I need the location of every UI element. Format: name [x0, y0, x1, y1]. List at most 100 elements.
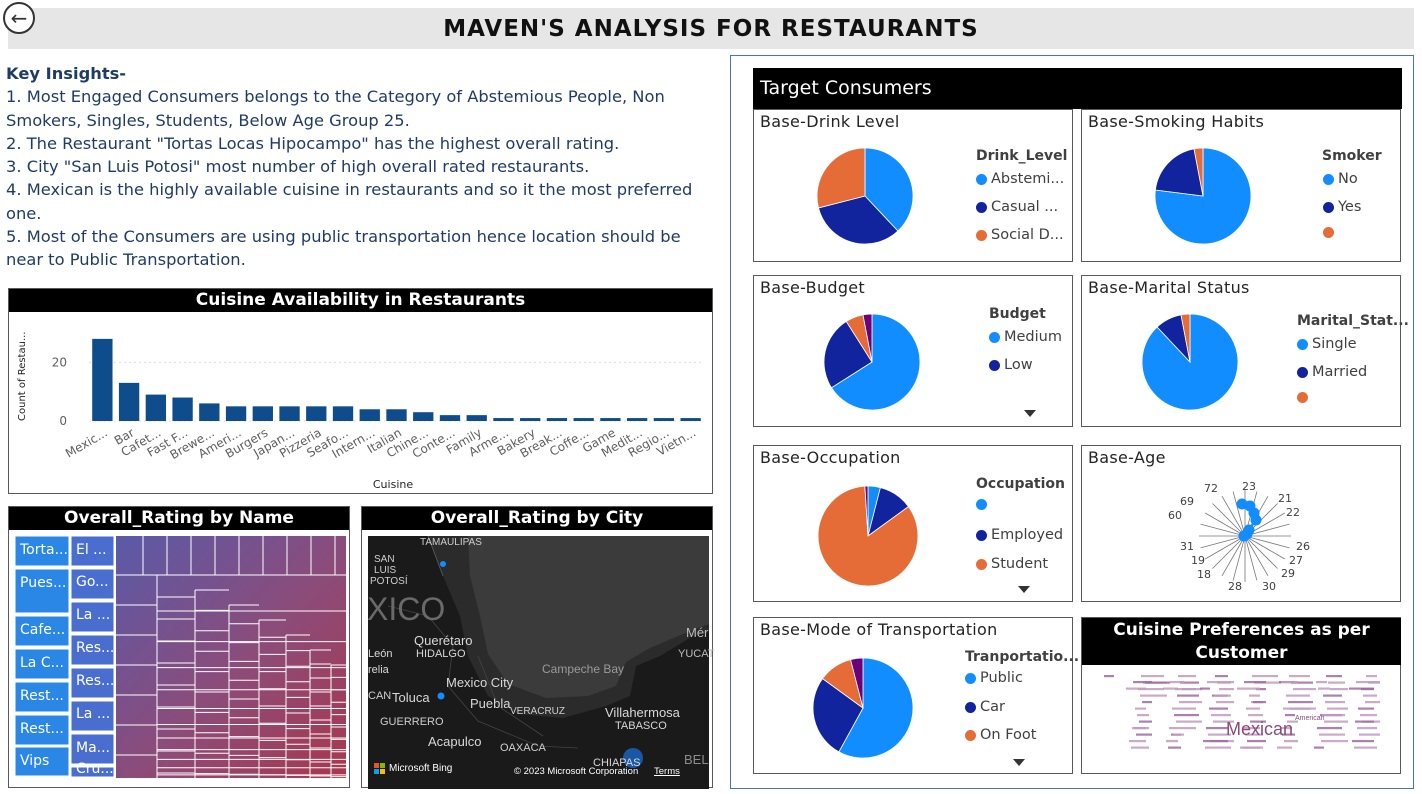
age-label: 22: [1286, 506, 1300, 519]
transport-card[interactable]: Base-Mode of Transportation Tranportatio…: [753, 617, 1079, 774]
map-label: LUIS: [374, 565, 397, 576]
legend-item[interactable]: Car: [965, 699, 1005, 715]
chevron-down-icon[interactable]: [1018, 586, 1030, 593]
city-marker: [437, 692, 445, 700]
wordcloud-word-mark: [1169, 727, 1196, 730]
wordcloud-word-mark: [1354, 746, 1377, 749]
gulf-area: [468, 536, 709, 698]
bar: [359, 409, 380, 421]
transport-pie: [812, 657, 914, 759]
treemap-tile: [70, 568, 115, 600]
wordcloud-secondary-word: American: [1295, 715, 1325, 722]
drink-level-card[interactable]: Base-Drink Level Drink_Level Abstemi... …: [753, 109, 1073, 262]
map-label: CHIAPAS: [593, 757, 641, 769]
cuisine-availability-chart[interactable]: Cuisine Availability in Restaurants 0 20 C…: [8, 288, 713, 494]
occupation-card[interactable]: Base-Occupation Occupation Employed Stud…: [753, 445, 1073, 602]
legend-label: Single: [1312, 336, 1357, 352]
map-terms-link[interactable]: Terms: [654, 766, 680, 777]
legend-item[interactable]: [1297, 392, 1312, 403]
legend-item[interactable]: Married: [1297, 364, 1367, 380]
wordcloud-word-mark: [1166, 740, 1178, 743]
budget-card[interactable]: Base-Budget Budget Medium Low: [753, 275, 1073, 427]
legend-item[interactable]: Low: [989, 357, 1033, 373]
wordcloud-word-mark: [1213, 720, 1234, 723]
rating-by-name-treemap[interactable]: Overall_Rating by Name Torta... Pues... Ca…: [8, 506, 350, 788]
legend-item[interactable]: [976, 499, 991, 510]
wordcloud-word-mark: [1324, 720, 1348, 723]
wordcloud-word-mark: [1133, 681, 1152, 684]
map-copyright: © 2023 Microsoft Corporation: [514, 766, 639, 777]
wordcloud-word-mark: [1252, 675, 1278, 678]
treemap-tile: [14, 648, 70, 680]
legend-item[interactable]: [1323, 227, 1338, 238]
age-label: 21: [1278, 492, 1292, 505]
wordcloud-word-mark: [1356, 681, 1380, 684]
pie-slice: [864, 485, 869, 537]
marital-status-card[interactable]: Base-Marital Status Marital_Stat... Sing…: [1081, 275, 1409, 427]
legend-item[interactable]: Medium: [989, 329, 1062, 345]
legend-item[interactable]: No: [1323, 171, 1358, 187]
bar: [279, 406, 300, 421]
wordcloud-word-mark: [1352, 740, 1374, 743]
wordcloud-word-mark: [1216, 701, 1234, 704]
legend-item[interactable]: Casual ...: [976, 199, 1058, 215]
title-bar: MAVEN'S ANALYSIS FOR RESTAURANTS: [8, 8, 1414, 49]
bar: [413, 412, 434, 421]
legend-dot-icon: [976, 499, 987, 510]
page-title: MAVEN'S ANALYSIS FOR RESTAURANTS: [443, 15, 979, 42]
legend-title: Marital_Stat...: [1297, 313, 1409, 329]
wordcloud-word-mark: [1140, 694, 1167, 697]
wordcloud-word-mark: [1203, 740, 1228, 743]
y-tick-label: 20: [52, 355, 67, 369]
wordcloud-word-mark: [1104, 675, 1114, 678]
wordcloud-word-mark: [1163, 687, 1178, 690]
wordcloud-word-mark: [1286, 694, 1310, 697]
smoking-habits-card[interactable]: Base-Smoking Habits Smoker No Yes: [1081, 109, 1401, 262]
wordcloud-word-mark: [1314, 746, 1324, 749]
legend-item[interactable]: On Foot: [965, 727, 1036, 743]
pie-slice: [818, 195, 899, 245]
legend-item[interactable]: Abstemi...: [976, 171, 1064, 187]
legend-dot-icon: [1297, 392, 1308, 403]
back-button[interactable]: ←: [3, 2, 35, 34]
legend-label: Public: [980, 670, 1023, 686]
legend-item[interactable]: Yes: [1323, 199, 1361, 215]
legend-item[interactable]: Single: [1297, 336, 1357, 352]
map-label: POTOSÍ: [370, 576, 408, 587]
wordcloud-word-mark: [1242, 746, 1263, 749]
map-label: TABASCO: [615, 720, 667, 732]
treemap-label: El ...: [76, 542, 107, 558]
wordcloud-word-mark: [1138, 688, 1164, 691]
legend-label: Casual ...: [991, 199, 1059, 215]
legend-dot-icon: [965, 672, 976, 684]
wordcloud-word-mark: [1170, 681, 1184, 684]
chevron-down-icon[interactable]: [1024, 410, 1036, 417]
legend-item[interactable]: Employed: [976, 527, 1063, 543]
wordcloud-word-mark: [1248, 714, 1263, 717]
legend-item[interactable]: Student: [976, 556, 1048, 572]
age-label: 23: [1242, 480, 1256, 493]
map-title: Overall_Rating by City: [362, 507, 712, 530]
treemap-tile: [14, 615, 70, 647]
treemap-label: Vips: [20, 753, 49, 769]
pie-slice: [1154, 147, 1252, 245]
legend-item[interactable]: Public: [965, 670, 1023, 686]
radar-spoke: [1204, 512, 1246, 537]
age-label: 31: [1180, 540, 1194, 553]
city-marker: [440, 561, 446, 567]
age-label: 28: [1228, 580, 1242, 593]
wordcloud-word-mark: [1178, 675, 1196, 678]
rating-by-city-map[interactable]: Overall_Rating by City TAMAULIPAS SAN LUIS…: [361, 506, 714, 789]
occupation-pie: [817, 485, 919, 587]
chevron-down-icon[interactable]: [1013, 759, 1025, 766]
bar: [386, 409, 407, 421]
legend-dot-icon: [965, 729, 976, 741]
age-label: 27: [1289, 554, 1303, 567]
age-card[interactable]: Base-Age 72 23 69 21 60 22 31 26 19 27 18 29 28 30: [1081, 445, 1401, 602]
legend-item[interactable]: Social D...: [976, 227, 1064, 243]
treemap-label: Torta...: [19, 542, 68, 558]
treemap-label: Cru...: [76, 761, 114, 777]
wordcloud-word-mark: [1246, 707, 1260, 710]
treemap-svg: Torta... Pues... Cafe... La C... Rest... Rest…: [14, 535, 348, 778]
